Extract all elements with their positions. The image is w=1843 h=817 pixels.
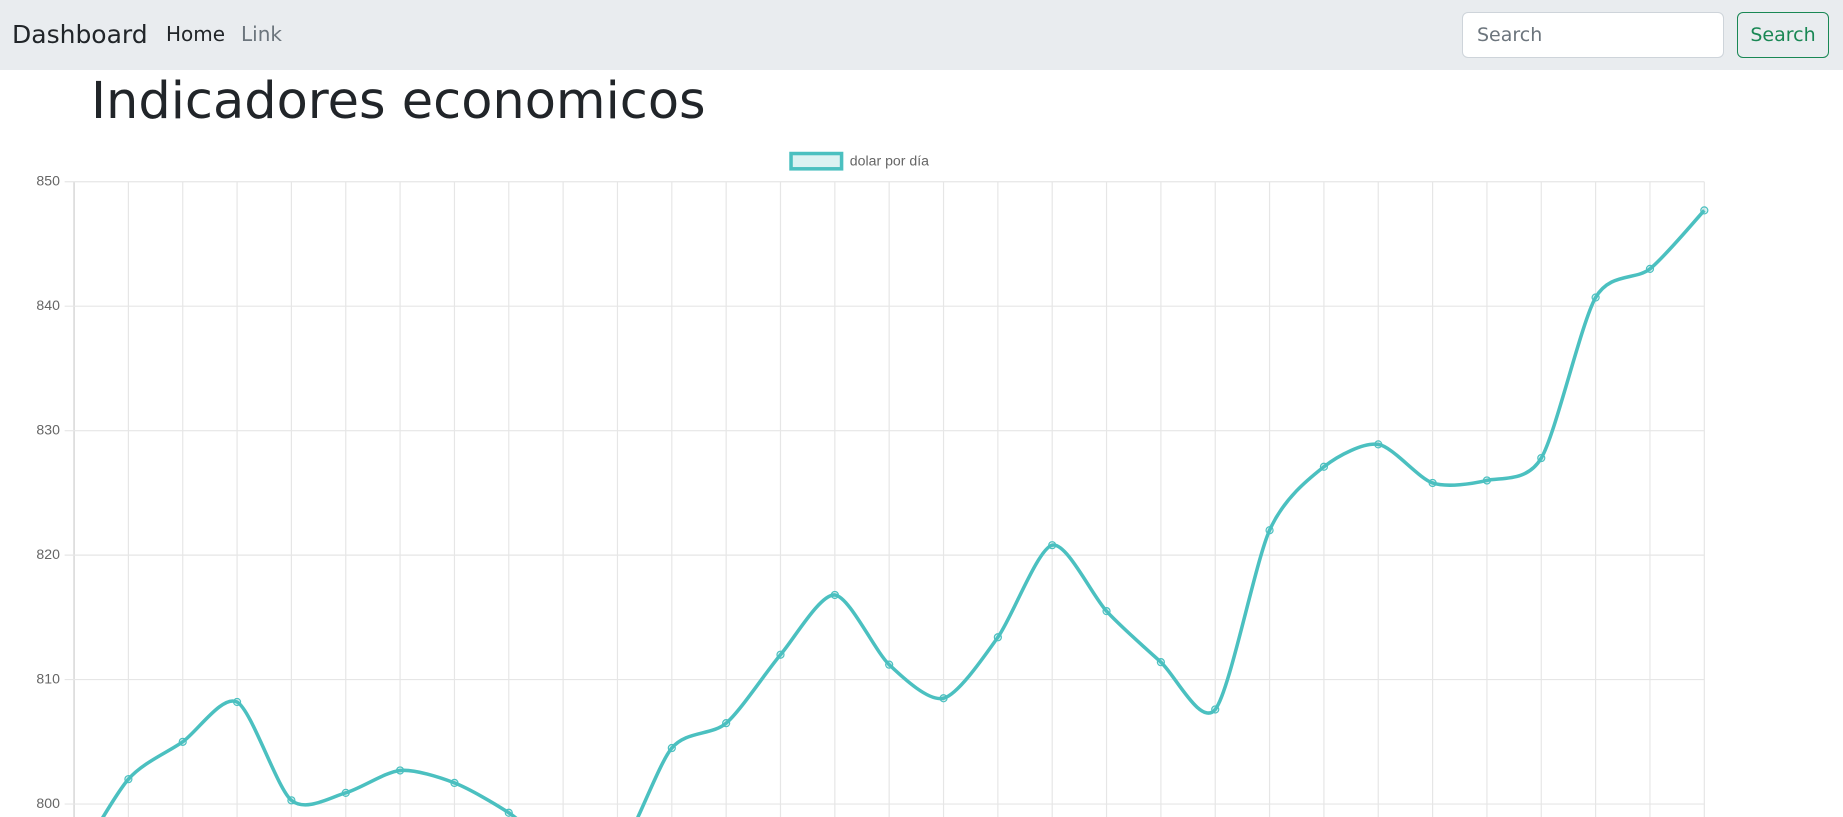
point (287, 796, 296, 805)
point (939, 694, 948, 703)
point (1700, 206, 1709, 215)
y-tick-label: 810 (36, 670, 60, 686)
point (1591, 293, 1600, 302)
nav-link[interactable]: Home (166, 22, 226, 46)
search-button[interactable]: Search (1737, 12, 1829, 58)
point (395, 766, 405, 775)
heading: Indicadores economicos (91, 72, 706, 131)
point (1048, 541, 1057, 550)
point (1537, 453, 1546, 463)
point (341, 788, 350, 797)
point (885, 660, 894, 669)
y-tick-label: 840 (36, 297, 60, 313)
y-tick-label: 800 (36, 795, 60, 811)
point (1428, 478, 1437, 488)
chart: dolar por día 800 810 820 830 840 850 (36, 151, 1709, 817)
point (232, 697, 242, 707)
point (776, 650, 785, 659)
point (830, 590, 839, 600)
y-tick-label: 820 (36, 546, 60, 562)
point (1645, 264, 1655, 273)
point (1482, 476, 1492, 485)
point (1156, 658, 1166, 667)
brand[interactable]: Dashboard (12, 20, 148, 49)
y-tick-label: 850 (36, 172, 60, 188)
navbar: Dashboard Home Link Search Search (0, 0, 1843, 70)
legend-label[interactable]: dolar por día (850, 152, 929, 168)
point (450, 778, 459, 788)
search-input[interactable]: Search (1462, 12, 1724, 58)
point (1374, 440, 1383, 449)
point (1102, 607, 1111, 616)
point (124, 775, 133, 784)
point (1319, 462, 1329, 471)
y-tick-label: 830 (36, 421, 60, 437)
nav-link[interactable]: Link (241, 22, 282, 46)
legend-swatch[interactable] (789, 151, 844, 171)
point (1265, 526, 1274, 535)
point (667, 743, 676, 753)
point (504, 808, 513, 817)
point (993, 633, 1002, 642)
line (101, 209, 1706, 817)
point (1211, 705, 1220, 714)
point (178, 737, 187, 746)
point (722, 719, 731, 728)
